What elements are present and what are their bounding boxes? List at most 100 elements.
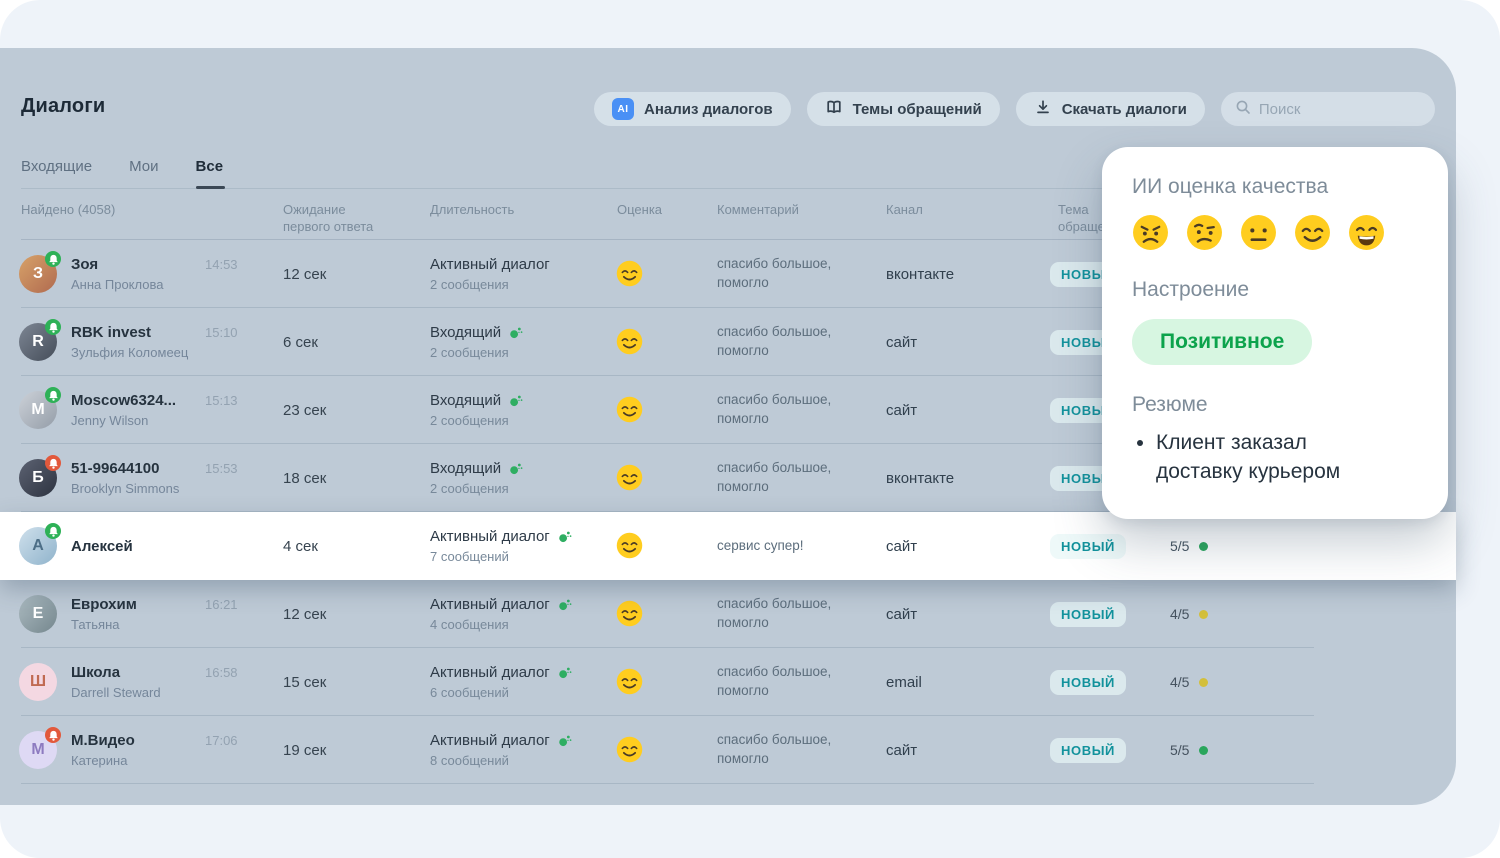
smile-emoji-icon xyxy=(1294,214,1331,251)
comment-text: спасибо большое, помогло xyxy=(717,324,832,358)
tab-incoming[interactable]: Входящие xyxy=(21,158,93,175)
contact-subtitle: Анна Проклова xyxy=(71,277,164,292)
score: 4/5 xyxy=(1170,648,1209,716)
column-channel: Канал xyxy=(886,202,923,217)
contact-subtitle: Зульфия Коломеец xyxy=(71,345,189,360)
dialog-time: 16:58 xyxy=(205,665,238,680)
contact-name: Moscow6324... xyxy=(71,392,177,409)
status-badge: НОВЫЙ xyxy=(1050,737,1126,763)
download-icon xyxy=(1034,98,1052,120)
search-box[interactable] xyxy=(1220,92,1435,126)
first-response-wait: 4 сек xyxy=(283,537,318,555)
score: 5/5 xyxy=(1170,716,1209,784)
dialog-row[interactable]: R RBK invest Зульфия Коломеец 15:10 6 се… xyxy=(0,308,1456,376)
channel-name: вконтакте xyxy=(886,265,955,283)
status-badge: НОВЫЙ xyxy=(1050,533,1126,559)
channel-name: сайт xyxy=(886,333,918,351)
book-icon xyxy=(825,98,843,120)
contact-name: Школа xyxy=(71,664,121,681)
table-header: Найдено (4058) Ожидание первого ответа Д… xyxy=(0,200,1456,240)
score-value: 4/5 xyxy=(1170,674,1190,690)
channel-name: сайт xyxy=(886,741,918,759)
page-title: Диалоги xyxy=(21,95,106,117)
first-response-wait: 6 сек xyxy=(283,333,318,351)
summary-label: Резюме xyxy=(1132,393,1208,416)
status-badge: НОВЫЙ xyxy=(1050,601,1126,627)
score-dot xyxy=(1199,609,1209,619)
contact-name: М.Видео xyxy=(71,732,135,749)
score-value: 5/5 xyxy=(1170,538,1190,554)
contact-name: Еврохим xyxy=(71,596,137,613)
dialog-status: Активный диалог xyxy=(430,664,550,681)
dialog-row[interactable]: Б 51-99644100 Brooklyn Simmons 15:53 18 … xyxy=(0,444,1456,512)
dialog-row[interactable]: А Алексей 4 сек Активный диалог 7 сообще… xyxy=(0,512,1456,580)
grin-emoji-icon xyxy=(1348,214,1385,251)
dialog-row[interactable]: М М.Видео Катерина 17:06 19 сек Активный… xyxy=(0,716,1456,784)
dialog-status: Входящий xyxy=(430,324,502,341)
bell-badge-icon xyxy=(45,251,61,267)
comment-text: спасибо большое, помогло xyxy=(717,732,832,766)
contact-subtitle: Катерина xyxy=(71,753,128,768)
messages-count: 2 сообщения xyxy=(430,413,509,428)
dialog-time: 14:53 xyxy=(205,257,238,272)
status-badge: НОВЫЙ xyxy=(1050,669,1126,695)
score-dot xyxy=(1199,677,1209,687)
first-response-wait: 23 сек xyxy=(283,401,327,419)
ai-sparkle-icon xyxy=(559,667,572,679)
dialog-row[interactable]: Ш Школа Darrell Steward 16:58 15 сек Акт… xyxy=(0,648,1456,716)
download-label: Скачать диалоги xyxy=(1061,100,1187,118)
dialog-row[interactable]: Е Еврохим Татьяна 16:21 12 сек Активный … xyxy=(0,580,1456,648)
bell-badge-icon xyxy=(45,727,61,743)
score-dot xyxy=(1199,541,1209,551)
score-value: 5/5 xyxy=(1170,742,1190,758)
first-response-wait: 15 сек xyxy=(283,673,327,691)
ai-sparkle-icon xyxy=(559,599,572,611)
ai-sparkle-icon xyxy=(510,463,523,475)
summary-list: Клиент заказал доставку курьером xyxy=(1156,429,1418,487)
tab-mine[interactable]: Мои xyxy=(129,158,159,175)
score: 4/5 xyxy=(1170,580,1209,648)
ai-icon: AI xyxy=(612,98,634,120)
contact-subtitle: Brooklyn Simmons xyxy=(71,481,180,496)
comment-text: спасибо большое, помогло xyxy=(717,596,832,630)
column-rating: Оценка xyxy=(617,202,663,217)
messages-count: 4 сообщения xyxy=(430,617,509,632)
dialog-status: Активный диалог xyxy=(430,528,550,545)
first-response-wait: 18 сек xyxy=(283,469,327,487)
rating-smile-icon xyxy=(616,668,643,700)
dialog-status: Входящий xyxy=(430,392,502,409)
comment-text: спасибо большое, помогло xyxy=(717,256,832,290)
dialog-row[interactable]: M Moscow6324... Jenny Wilson 15:13 23 се… xyxy=(0,376,1456,444)
ai-sparkle-icon xyxy=(559,531,572,543)
comment-text: спасибо большое, помогло xyxy=(717,460,832,494)
channel-name: email xyxy=(886,673,922,691)
avatar: Е xyxy=(19,595,57,633)
analyze-dialogs-button[interactable]: AI Анализ диалогов xyxy=(594,92,791,126)
column-duration: Длительность xyxy=(430,202,515,217)
tabs: Входящие Мои Все xyxy=(21,158,1313,189)
rating-smile-icon xyxy=(616,532,643,564)
topics-label: Темы обращений xyxy=(852,100,982,118)
contact-subtitle: Татьяна xyxy=(71,617,120,632)
messages-count: 2 сообщения xyxy=(430,345,509,360)
dialog-time: 16:21 xyxy=(205,597,238,612)
channel-name: сайт xyxy=(886,605,918,623)
tab-all[interactable]: Все xyxy=(195,158,225,189)
download-dialogs-button[interactable]: Скачать диалоги xyxy=(1015,92,1205,126)
score-dot xyxy=(1199,745,1209,755)
topics-button[interactable]: Темы обращений xyxy=(806,92,1000,126)
ai-sparkle-icon xyxy=(559,735,572,747)
dialog-time: 17:06 xyxy=(205,733,238,748)
dialog-status: Активный диалог xyxy=(430,256,550,273)
dialog-time: 15:13 xyxy=(205,393,238,408)
popup-title: ИИ оценка качества xyxy=(1132,175,1329,198)
rating-smile-icon xyxy=(616,260,643,292)
rating-smile-icon xyxy=(616,736,643,768)
mood-badge: Позитивное xyxy=(1132,319,1313,365)
search-input[interactable] xyxy=(1258,100,1409,118)
rating-smile-icon xyxy=(616,600,643,632)
channel-name: вконтакте xyxy=(886,469,955,487)
rating-smile-icon xyxy=(616,328,643,360)
contact-name: 51-99644100 xyxy=(71,460,160,477)
